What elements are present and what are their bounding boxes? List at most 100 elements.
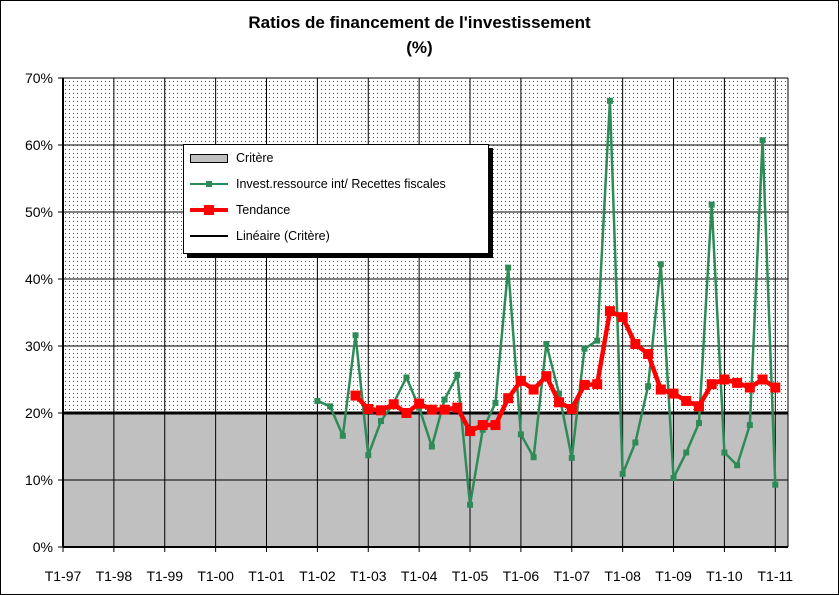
invest-point (734, 462, 741, 469)
invest-point (746, 422, 753, 429)
tendance-point (515, 375, 526, 386)
x-tick-label: T1-11 (758, 568, 794, 584)
x-tick-label: T1-04 (401, 568, 438, 584)
legend-swatch-area (190, 151, 228, 165)
x-tick-label: T1-00 (197, 568, 234, 584)
tendance-point (465, 426, 476, 437)
invest-point (339, 432, 346, 439)
invest-point (454, 371, 461, 378)
tendance-point (592, 379, 603, 390)
x-tick-label: T1-05 (452, 568, 489, 584)
chart-title: Ratios de financement de l'investissemen… (248, 13, 591, 32)
x-tick-label: T1-01 (248, 568, 285, 584)
invest-point (708, 201, 715, 208)
tendance-point (528, 384, 539, 395)
tendance-point (401, 408, 412, 418)
tendance-point (770, 382, 781, 393)
invest-point (352, 332, 359, 339)
legend-label: Linéaire (Critère) (236, 229, 330, 243)
invest-point (619, 470, 626, 477)
invest-point (606, 97, 613, 104)
tendance-point (706, 379, 717, 390)
tendance-point (566, 403, 577, 414)
y-tick-label: 50% (25, 204, 53, 220)
tendance-point (630, 338, 641, 349)
tendance-point (350, 390, 361, 401)
y-tick-label: 10% (25, 472, 53, 488)
y-tick-label: 0% (33, 539, 53, 555)
x-tick-label: T1-07 (553, 568, 590, 584)
legend-item-invest: Invest.ressource int/ Recettes fiscales (190, 173, 446, 195)
legend-item-critere: Critère (190, 147, 274, 169)
x-tick-label: T1-99 (146, 568, 183, 584)
tendance-point (655, 384, 666, 395)
legend-swatch-red (190, 203, 228, 217)
invest-point (721, 449, 728, 456)
tendance-point (693, 401, 704, 412)
x-tick-label: T1-06 (503, 568, 540, 584)
invest-point (403, 374, 410, 381)
y-tick-label: 30% (25, 338, 53, 354)
invest-point (492, 399, 499, 406)
x-tick-label: T1-08 (604, 568, 641, 584)
tendance-point (744, 382, 755, 393)
tendance-point (681, 395, 692, 406)
invest-point (568, 454, 575, 461)
invest-point (467, 501, 474, 508)
tendance-series-line (353, 308, 777, 434)
legend-item-lineaire: Linéaire (Critère) (190, 225, 330, 247)
tendance-point (375, 405, 386, 416)
invest-point (594, 337, 601, 344)
invest-point (441, 396, 448, 403)
x-tick-label: T1-98 (96, 568, 133, 584)
tendance-point (439, 404, 450, 415)
invest-point (581, 345, 588, 352)
tendance-point (579, 379, 590, 390)
tendance-point (617, 312, 628, 323)
invest-point (428, 443, 435, 450)
tendance-point (604, 306, 615, 317)
invest-point (377, 418, 384, 425)
y-tick-label: 40% (25, 271, 53, 287)
tendance-point (490, 420, 501, 431)
tendance-point (452, 402, 463, 413)
legend-item-tendance: Tendance (190, 199, 290, 221)
invest-point (543, 340, 550, 347)
chart-subtitle: (%) (406, 38, 433, 57)
tendance-point (363, 403, 374, 414)
tendance-point (477, 420, 488, 431)
tendance-point (554, 397, 565, 408)
legend-label: Invest.ressource int/ Recettes fiscales (236, 177, 446, 191)
invest-point (517, 431, 524, 438)
legend: Critère Invest.ressource int/ Recettes f… (183, 144, 489, 254)
x-tick-label: T1-10 (706, 568, 743, 584)
x-tick-label: T1-97 (45, 568, 82, 584)
tendance-point (541, 371, 552, 382)
invest-point (759, 137, 766, 144)
tendance-point (414, 398, 425, 409)
invest-point (695, 420, 702, 427)
invest-point (670, 474, 677, 481)
invest-point (772, 481, 779, 488)
invest-point (505, 264, 512, 271)
invest-point (556, 390, 563, 397)
legend-swatch-black (190, 229, 228, 243)
tendance-point (732, 377, 743, 388)
invest-point (327, 403, 334, 410)
y-tick-label: 20% (25, 405, 53, 421)
legend-label: Tendance (236, 203, 291, 217)
legend-swatch-green (190, 177, 228, 191)
tendance-point (388, 399, 399, 410)
invest-point (645, 383, 652, 390)
invest-point (657, 261, 664, 268)
invest-point (314, 397, 321, 404)
x-tick-label: T1-09 (655, 568, 692, 584)
tendance-point (503, 393, 514, 404)
tendance-point (643, 349, 654, 360)
invest-point (365, 452, 372, 459)
legend-label: Critère (236, 151, 274, 165)
tendance-point (668, 388, 679, 399)
tendance-point (719, 374, 730, 385)
y-tick-label: 70% (25, 70, 53, 86)
invest-point (632, 439, 639, 446)
